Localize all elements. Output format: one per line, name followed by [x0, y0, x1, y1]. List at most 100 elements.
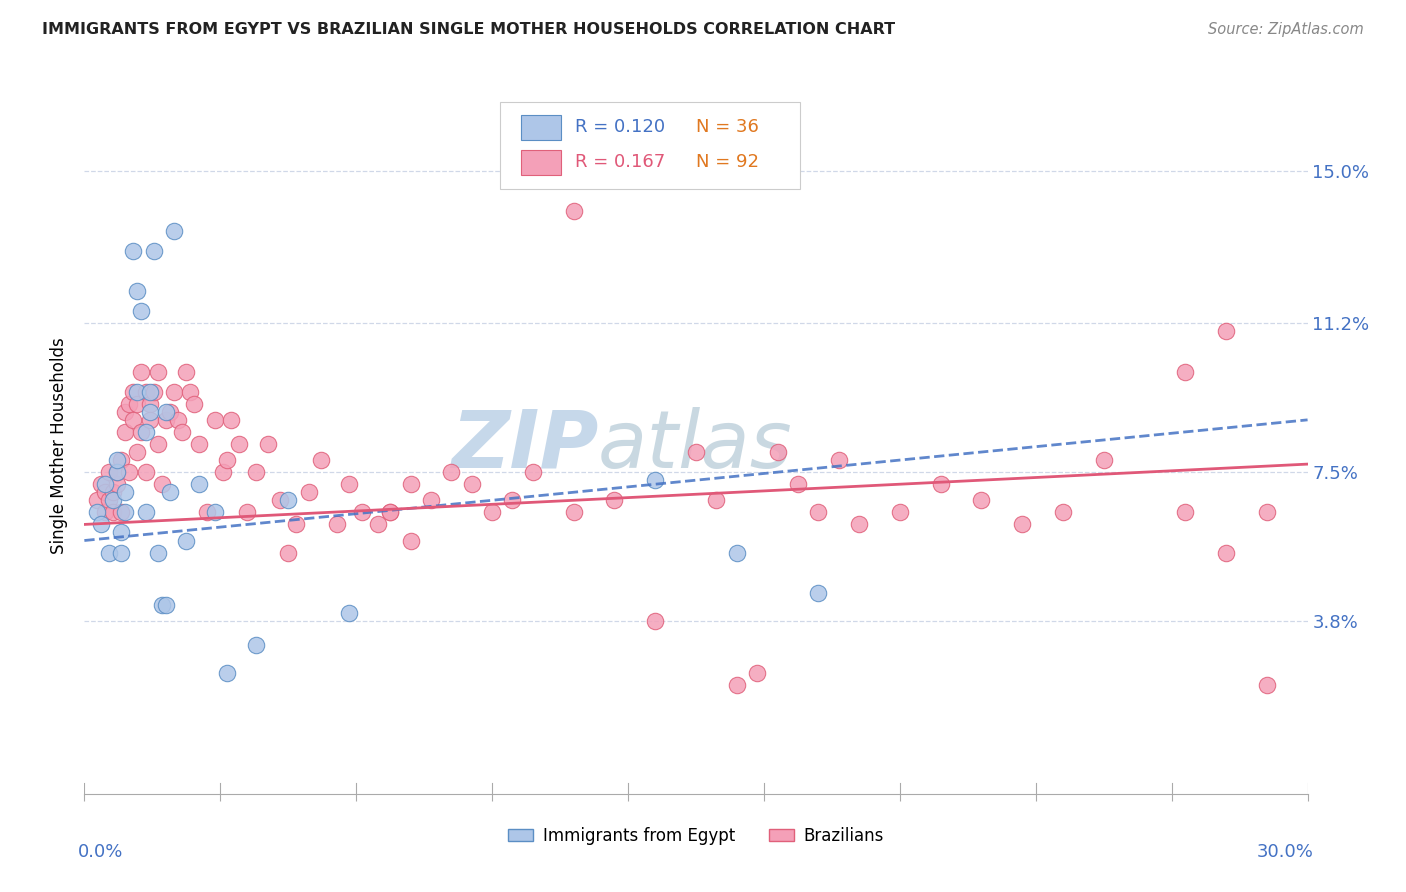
Point	[110, 525, 132, 540]
Point	[93, 485, 117, 500]
Point	[135, 465, 157, 479]
Point	[1052, 505, 1074, 519]
Text: R = 0.167: R = 0.167	[575, 153, 665, 171]
Point	[101, 485, 124, 500]
Point	[685, 445, 707, 459]
Point	[725, 545, 748, 559]
Point	[380, 505, 402, 519]
Point	[481, 505, 503, 519]
Point	[217, 666, 239, 681]
Point	[228, 437, 250, 451]
Point	[155, 405, 177, 419]
FancyBboxPatch shape	[522, 115, 561, 140]
Point	[93, 477, 117, 491]
Point	[159, 485, 181, 500]
Point	[138, 397, 160, 411]
Point	[93, 505, 117, 519]
Point	[110, 453, 132, 467]
Point	[167, 413, 190, 427]
Point	[807, 586, 830, 600]
Point	[105, 477, 128, 491]
Point	[146, 365, 169, 379]
Point	[122, 244, 145, 258]
Point	[350, 505, 373, 519]
Point	[236, 505, 259, 519]
Point	[146, 437, 169, 451]
Text: Source: ZipAtlas.com: Source: ZipAtlas.com	[1208, 22, 1364, 37]
Point	[339, 606, 361, 620]
Point	[603, 493, 626, 508]
Point	[1174, 505, 1197, 519]
Point	[644, 473, 666, 487]
Point	[440, 465, 463, 479]
Point	[176, 365, 198, 379]
Point	[298, 485, 321, 500]
Point	[135, 505, 157, 519]
Point	[86, 493, 108, 508]
Point	[105, 465, 128, 479]
Point	[1215, 545, 1237, 559]
Point	[114, 485, 136, 500]
Point	[399, 477, 422, 491]
FancyBboxPatch shape	[501, 102, 800, 188]
Point	[889, 505, 911, 519]
Point	[420, 493, 443, 508]
Point	[131, 425, 153, 439]
Text: R = 0.120: R = 0.120	[575, 119, 665, 136]
Point	[706, 493, 728, 508]
Point	[142, 244, 165, 258]
Point	[219, 413, 242, 427]
Point	[179, 384, 201, 399]
Point	[245, 638, 267, 652]
Legend: Immigrants from Egypt, Brazilians: Immigrants from Egypt, Brazilians	[502, 821, 890, 852]
Text: 0.0%: 0.0%	[79, 843, 124, 861]
Point	[277, 493, 299, 508]
Text: N = 92: N = 92	[696, 153, 759, 171]
Point	[163, 384, 186, 399]
Point	[380, 505, 402, 519]
Point	[562, 203, 585, 218]
Point	[787, 477, 810, 491]
Point	[105, 465, 128, 479]
Point	[101, 493, 124, 508]
Point	[187, 477, 209, 491]
Point	[176, 533, 198, 548]
Point	[747, 666, 769, 681]
Text: ZIP: ZIP	[451, 407, 598, 485]
Point	[204, 505, 226, 519]
Point	[367, 517, 389, 532]
Point	[183, 397, 205, 411]
Point	[285, 517, 308, 532]
Point	[217, 453, 239, 467]
Point	[127, 445, 149, 459]
Point	[257, 437, 280, 451]
Point	[204, 413, 226, 427]
Point	[127, 284, 149, 298]
Point	[131, 365, 153, 379]
Point	[1256, 505, 1278, 519]
Point	[138, 384, 160, 399]
Point	[105, 453, 128, 467]
Point	[114, 505, 136, 519]
Point	[1174, 365, 1197, 379]
Point	[172, 425, 194, 439]
Point	[163, 224, 186, 238]
Point	[1092, 453, 1115, 467]
Point	[114, 425, 136, 439]
Point	[114, 405, 136, 419]
Point	[135, 384, 157, 399]
Point	[150, 477, 173, 491]
Point	[138, 413, 160, 427]
Point	[122, 384, 145, 399]
Point	[90, 477, 112, 491]
Point	[828, 453, 851, 467]
Point	[326, 517, 349, 532]
Point	[245, 465, 267, 479]
Point	[522, 465, 544, 479]
Point	[146, 545, 169, 559]
Point	[1011, 517, 1033, 532]
FancyBboxPatch shape	[522, 150, 561, 175]
Point	[135, 425, 157, 439]
Point	[127, 397, 149, 411]
Point	[562, 505, 585, 519]
